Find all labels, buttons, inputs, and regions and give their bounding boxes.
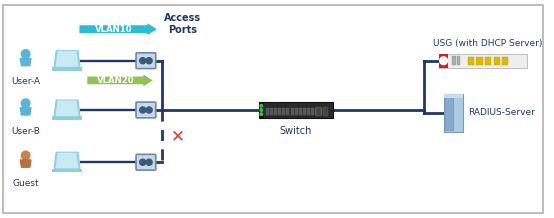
Bar [457,56,460,65]
Bar [290,108,294,115]
Circle shape [146,58,152,64]
Circle shape [140,159,146,165]
Bar [485,57,491,65]
Bar [299,108,301,115]
Bar [274,108,277,115]
Bar [278,108,281,115]
Bar [323,107,328,116]
Text: VLAN10: VLAN10 [95,25,132,34]
Text: Guest: Guest [12,179,39,188]
Polygon shape [20,58,31,66]
Circle shape [260,113,263,116]
Polygon shape [54,51,80,67]
Bar [266,108,269,115]
Polygon shape [56,101,78,116]
Bar [311,108,314,115]
Text: Switch: Switch [280,126,312,136]
FancyBboxPatch shape [136,154,156,170]
FancyBboxPatch shape [136,53,156,69]
Bar [52,116,82,120]
Polygon shape [56,52,78,66]
Bar [439,54,448,68]
Polygon shape [20,108,31,115]
Circle shape [22,50,30,58]
Bar [286,108,289,115]
Text: Access
Ports: Access Ports [164,14,201,35]
Bar [307,108,310,115]
Bar [468,57,474,65]
Circle shape [22,151,30,160]
Bar [283,108,285,115]
Bar [316,107,321,116]
Text: User-A: User-A [11,77,40,87]
Text: VLAN20: VLAN20 [98,76,135,85]
Text: RADIUS-Server: RADIUS-Server [468,108,535,118]
Bar [295,108,297,115]
Bar [52,169,82,172]
Circle shape [260,109,263,111]
Polygon shape [20,160,31,167]
FancyBboxPatch shape [136,102,156,118]
Text: USG (with DHCP Server): USG (with DHCP Server) [433,39,543,48]
Bar [452,56,455,65]
Text: ✕: ✕ [171,127,184,145]
Bar [259,102,333,118]
Polygon shape [54,100,80,116]
Circle shape [146,107,152,113]
Polygon shape [54,152,80,169]
Bar [444,94,463,132]
Circle shape [22,99,30,107]
Bar [259,102,264,118]
Bar [502,57,508,65]
Bar [445,96,454,130]
Circle shape [440,57,448,65]
Circle shape [260,104,263,107]
Circle shape [140,107,146,113]
Text: User-B: User-B [11,127,40,136]
Bar [444,94,463,98]
Bar [52,67,82,71]
Bar [270,108,273,115]
Bar [494,57,500,65]
Polygon shape [56,153,78,168]
Bar [476,57,483,65]
Bar [302,108,306,115]
Circle shape [146,159,152,165]
Bar [319,108,322,115]
FancyArrow shape [87,73,154,87]
FancyArrow shape [79,22,158,36]
Circle shape [140,58,146,64]
Bar [315,108,318,115]
Bar [439,54,527,68]
